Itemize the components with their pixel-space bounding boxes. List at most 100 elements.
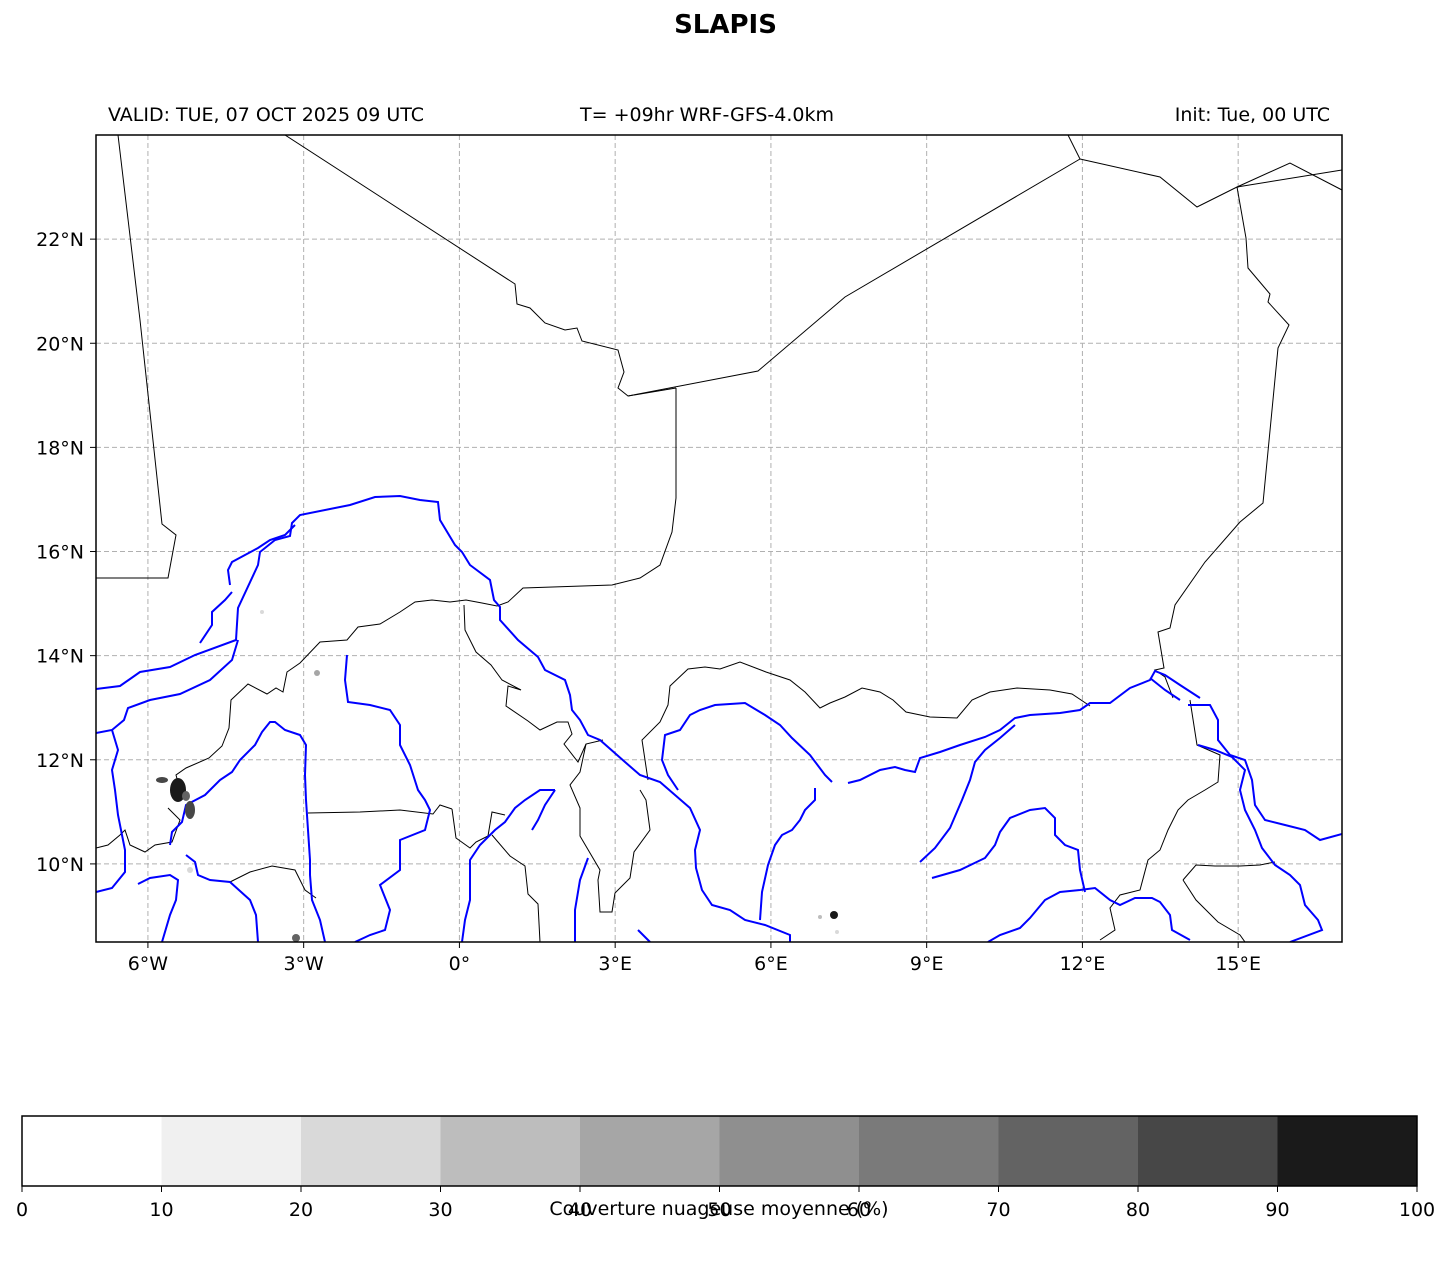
colorbar-tick-label: 0 bbox=[16, 1199, 28, 1221]
river-oti bbox=[461, 789, 555, 942]
lat-tick-label: 16°N bbox=[36, 542, 84, 564]
border-niger-nigeria bbox=[641, 661, 1091, 781]
river-jamaare bbox=[931, 806, 1086, 893]
border-burkina-ghana bbox=[307, 804, 453, 815]
lon-tick-label: 6°E bbox=[754, 953, 788, 975]
border-burkina-niger bbox=[463, 604, 604, 763]
border-mali-niger bbox=[175, 388, 677, 791]
lon-tick-label: 0° bbox=[449, 953, 471, 975]
colorbar-segment bbox=[1277, 1116, 1418, 1186]
border-algeria-mali bbox=[284, 135, 677, 397]
colorbar-tick-label: 40 bbox=[568, 1199, 592, 1221]
cloud-patch-nigeria bbox=[830, 911, 838, 919]
cloud-patch-mali-south-2 bbox=[156, 777, 168, 783]
river-volta-tributary bbox=[137, 873, 180, 942]
river-hadejia bbox=[919, 724, 1016, 863]
river-white-volta bbox=[343, 654, 432, 942]
river-benue bbox=[987, 886, 1191, 942]
map-gridlines bbox=[96, 135, 1342, 942]
colorbar-tick-label: 80 bbox=[1126, 1199, 1150, 1221]
border-nigeria-cameroon bbox=[1099, 699, 1221, 941]
cloud-patch-mali-south-4 bbox=[182, 791, 190, 801]
colorbar-tick-label: 100 bbox=[1399, 1199, 1435, 1221]
colorbar-label: Couverture nuageuse moyenne (%) bbox=[549, 1198, 889, 1220]
river-sokoto bbox=[660, 701, 833, 791]
river-mouhoun bbox=[169, 721, 326, 942]
longitude-ticks: 6°W 3°W 0° 3°E 6°E 9°E 12°E 15°E bbox=[128, 942, 1261, 975]
colorbar-segment bbox=[580, 1116, 720, 1186]
river-black-volta bbox=[185, 854, 259, 942]
lat-tick-label: 10°N bbox=[36, 854, 84, 876]
colorbar-tick-label: 90 bbox=[1265, 1199, 1289, 1221]
cloud-cover-patches bbox=[156, 610, 839, 942]
border-algeria-libya bbox=[1067, 135, 1081, 160]
river-kaduna bbox=[759, 788, 816, 921]
lon-tick-label: 12°E bbox=[1060, 953, 1106, 975]
latitude-ticks: 22°N 20°N 18°N 16°N 14°N 12°N 10°N bbox=[36, 229, 96, 876]
lon-tick-label: 3°E bbox=[598, 953, 632, 975]
lat-tick-label: 18°N bbox=[36, 437, 84, 459]
lon-tick-label: 15°E bbox=[1215, 953, 1261, 975]
river-logone bbox=[1188, 704, 1342, 842]
border-chad-car bbox=[1182, 879, 1246, 942]
border-cote-ivoire-burkina bbox=[229, 865, 317, 899]
colorbar-segment bbox=[440, 1116, 581, 1186]
cloud-patch-mali-south-3 bbox=[185, 801, 195, 819]
border-chad-libya bbox=[1236, 169, 1342, 188]
colorbar-segment bbox=[22, 1116, 162, 1186]
lat-tick-label: 12°N bbox=[36, 750, 84, 772]
rivers bbox=[96, 494, 1342, 942]
colorbar-tick-label: 30 bbox=[428, 1199, 452, 1221]
init-time-label: Init: Tue, 00 UTC bbox=[1174, 104, 1330, 126]
colorbar-segment bbox=[301, 1116, 441, 1186]
river-upper-niger bbox=[96, 729, 126, 893]
lon-tick-label: 3°W bbox=[283, 953, 324, 975]
valid-time-label: VALID: TUE, 07 OCT 2025 09 UTC bbox=[108, 104, 424, 126]
border-niger-libya bbox=[1079, 158, 1342, 208]
river-bani bbox=[96, 639, 239, 734]
colorbar-tick-label: 10 bbox=[149, 1199, 173, 1221]
colorbar-tick-label: 70 bbox=[986, 1199, 1010, 1221]
border-chad-cameroon bbox=[1182, 861, 1276, 881]
cloud-patch-burkina bbox=[314, 670, 320, 676]
map-frame bbox=[95, 134, 1343, 943]
lat-tick-label: 14°N bbox=[36, 646, 84, 668]
lat-tick-label: 20°N bbox=[36, 333, 84, 355]
colorbar-tick-label: 60 bbox=[847, 1199, 871, 1221]
colorbar-segment bbox=[719, 1116, 860, 1186]
colorbar-segment bbox=[998, 1116, 1139, 1186]
page-title: SLAPIS bbox=[674, 10, 777, 40]
colorbar-segment bbox=[161, 1116, 302, 1186]
cloud-patch-ivory-coast bbox=[187, 867, 193, 873]
river-niger bbox=[96, 494, 791, 942]
river-ouerne bbox=[637, 929, 651, 942]
border-niger-chad bbox=[1153, 186, 1290, 699]
cloud-patch-nigeria-2 bbox=[818, 915, 822, 919]
colorbar: 0 10 20 30 40 50 60 70 80 90 100 bbox=[16, 1115, 1435, 1221]
river-chari bbox=[1197, 744, 1324, 942]
colorbar-tick-label: 50 bbox=[707, 1199, 731, 1221]
border-togo-benin bbox=[491, 834, 541, 942]
colorbar-segment bbox=[859, 1116, 999, 1186]
river-lake-chad-east bbox=[1149, 677, 1181, 701]
border-ghana-togo bbox=[451, 808, 506, 849]
cloud-patch-mali-center bbox=[260, 610, 264, 614]
river-niger-west bbox=[199, 591, 233, 644]
lat-tick-label: 22°N bbox=[36, 229, 84, 251]
country-borders bbox=[96, 135, 1342, 942]
cloud-patch-ghana-north bbox=[292, 934, 300, 942]
forecast-run-label: T= +09hr WRF-GFS-4.0km bbox=[580, 104, 834, 126]
river-mono bbox=[574, 857, 589, 942]
border-cote-ivoire-mali bbox=[96, 807, 181, 853]
colorbar-tick-label: 20 bbox=[289, 1199, 313, 1221]
colorbar-segment bbox=[1138, 1116, 1278, 1186]
border-mauritania-mali bbox=[96, 135, 177, 579]
river-oti-east bbox=[531, 789, 556, 831]
cloud-patch-nigeria-3 bbox=[835, 930, 839, 934]
lon-tick-label: 9°E bbox=[910, 953, 944, 975]
border-benin-nigeria bbox=[569, 743, 651, 913]
lon-tick-label: 6°W bbox=[128, 953, 169, 975]
river-niger-inner-delta bbox=[226, 524, 296, 586]
border-algeria-niger bbox=[627, 158, 1081, 397]
